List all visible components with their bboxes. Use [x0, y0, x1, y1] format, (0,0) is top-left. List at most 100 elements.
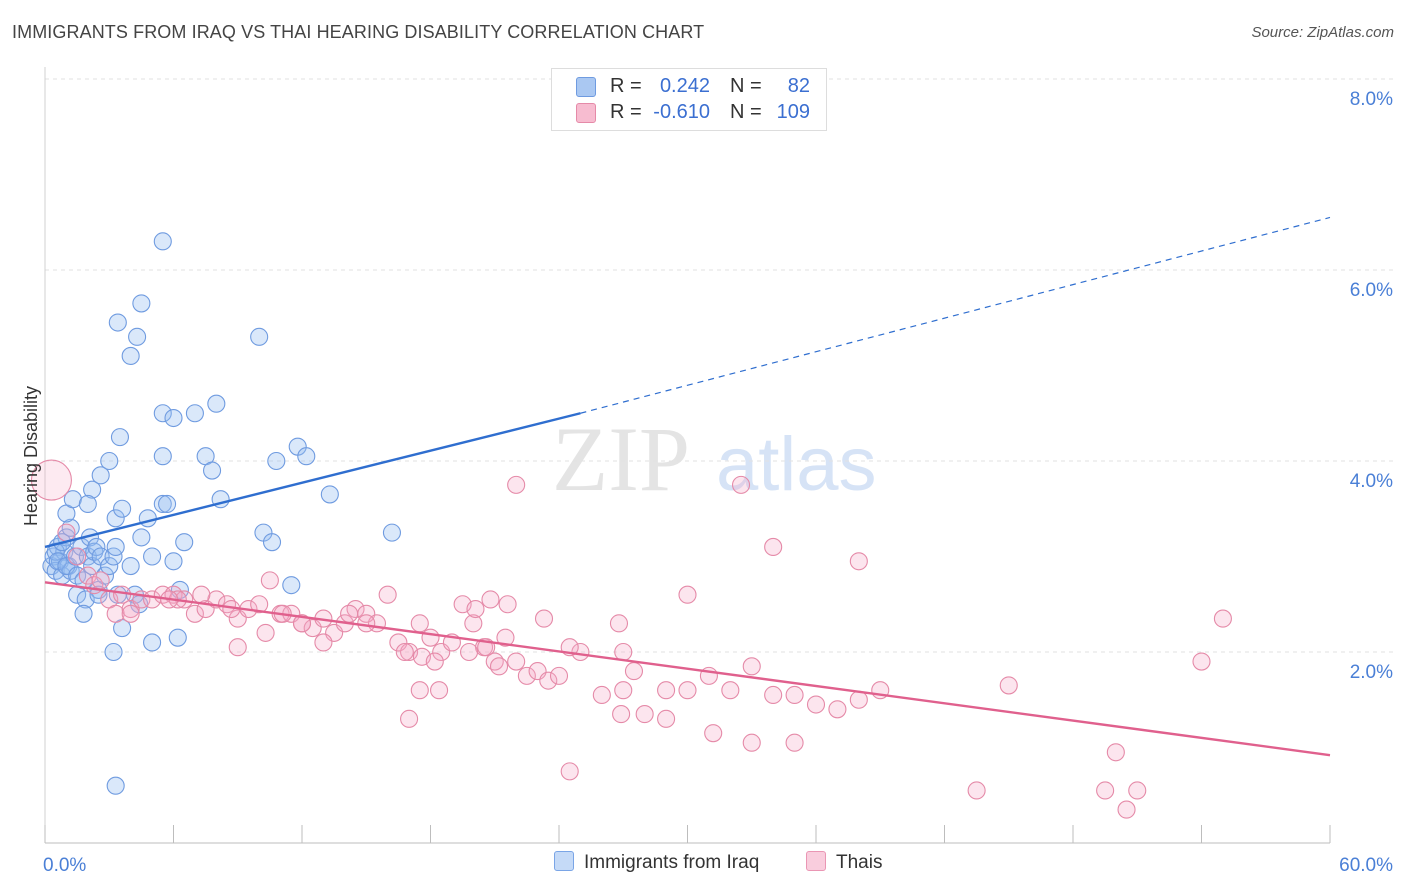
trend-line-iraq: [44, 412, 581, 549]
point-thais: [849, 690, 868, 709]
point-thais: [430, 681, 449, 700]
point-thais: [292, 614, 312, 633]
source-label: Source: ZipAtlas.com: [1251, 24, 1394, 41]
x-tick-label: 0.0%: [43, 855, 86, 876]
point-iraq: [320, 485, 339, 504]
point-iraq: [106, 537, 125, 557]
point-thais: [1117, 800, 1136, 819]
point-thais: [91, 571, 110, 590]
point-iraq: [143, 547, 162, 566]
watermark-zip: ZIP: [552, 408, 690, 510]
point-thais: [378, 585, 397, 604]
y-axis-label: Hearing Disability: [21, 386, 41, 526]
point-iraq: [48, 552, 67, 571]
point-iraq: [153, 494, 172, 514]
point-thais: [609, 614, 629, 633]
point-thais: [314, 633, 333, 652]
point-thais: [410, 681, 429, 700]
point-thais: [400, 709, 419, 728]
point-thais: [250, 595, 269, 614]
point-thais: [228, 638, 247, 657]
point-thais: [721, 681, 740, 700]
n-label: N =: [730, 101, 762, 123]
bottom-legend-label: Immigrants from Iraq: [584, 852, 760, 873]
point-thais: [30, 459, 72, 501]
watermark-atlas: atlas: [716, 422, 877, 507]
trend-extension-iraq: [580, 216, 1331, 414]
point-thais: [57, 523, 76, 542]
point-iraq: [164, 552, 183, 571]
point-thais: [496, 628, 515, 647]
point-iraq: [100, 556, 119, 576]
bottom-swatch-iraq: [554, 851, 574, 871]
axes: 2.0% 4.0% 6.0% 8.0% 0.0% 60.0%: [43, 67, 1393, 876]
point-iraq: [132, 294, 151, 313]
point-iraq: [282, 576, 301, 595]
point-thais: [260, 571, 279, 590]
point-thais: [614, 642, 633, 662]
point-thais: [357, 614, 376, 633]
n-label: N =: [730, 75, 762, 97]
point-thais: [657, 709, 676, 728]
point-thais: [507, 652, 526, 671]
point-thais: [635, 705, 654, 724]
point-thais: [539, 671, 558, 690]
bottom-legend-thais: Thais: [806, 851, 882, 874]
r-value: 0.242: [659, 75, 710, 97]
point-iraq: [250, 327, 269, 346]
legend-swatch-thais: [576, 103, 596, 123]
y-tick-label: 2.0%: [1350, 662, 1393, 683]
point-iraq: [175, 533, 194, 552]
x-tick-label: 60.0%: [1339, 855, 1393, 876]
point-iraq: [104, 642, 123, 662]
point-iraq: [153, 404, 172, 423]
point-thais: [657, 681, 676, 700]
point-thais: [517, 666, 536, 685]
trend-line-thais: [44, 581, 1331, 757]
n-value: 82: [787, 75, 810, 97]
trend-lines: [44, 216, 1331, 757]
point-thais: [340, 604, 359, 623]
point-thais: [1213, 609, 1232, 628]
point-thais: [1096, 781, 1115, 800]
point-thais: [466, 599, 485, 619]
point-thais: [507, 475, 526, 494]
n-value: 109: [776, 101, 810, 123]
point-iraq: [106, 509, 125, 528]
point-thais: [256, 623, 275, 642]
point-thais: [560, 762, 579, 781]
point-thais: [678, 585, 697, 604]
point-thais: [1192, 652, 1211, 671]
point-iraq: [153, 232, 172, 251]
r-label: R =: [610, 75, 642, 97]
point-thais: [828, 700, 847, 719]
bottom-swatch-thais: [806, 851, 826, 871]
point-thais: [459, 642, 479, 662]
y-tick-label: 6.0%: [1350, 280, 1393, 301]
point-iraq: [207, 394, 226, 413]
point-thais: [785, 733, 804, 752]
point-thais: [1106, 743, 1125, 762]
point-thais: [764, 685, 783, 705]
point-thais: [121, 604, 140, 623]
point-thais: [849, 552, 868, 571]
point-thais: [410, 614, 429, 633]
point-iraq: [297, 447, 316, 466]
point-thais: [421, 628, 440, 647]
point-iraq: [78, 494, 97, 514]
point-thais: [395, 642, 414, 662]
point-iraq: [100, 451, 119, 471]
point-iraq: [143, 633, 162, 652]
point-iraq: [110, 428, 130, 447]
point-iraq: [168, 628, 187, 647]
point-thais: [185, 604, 204, 623]
point-thais: [742, 657, 761, 676]
point-iraq: [164, 408, 183, 428]
point-thais: [742, 733, 761, 752]
point-thais: [498, 595, 517, 614]
point-iraq: [108, 313, 127, 332]
point-thais: [592, 685, 611, 705]
point-thais: [967, 781, 986, 800]
point-thais: [704, 724, 723, 743]
point-thais: [481, 590, 500, 609]
